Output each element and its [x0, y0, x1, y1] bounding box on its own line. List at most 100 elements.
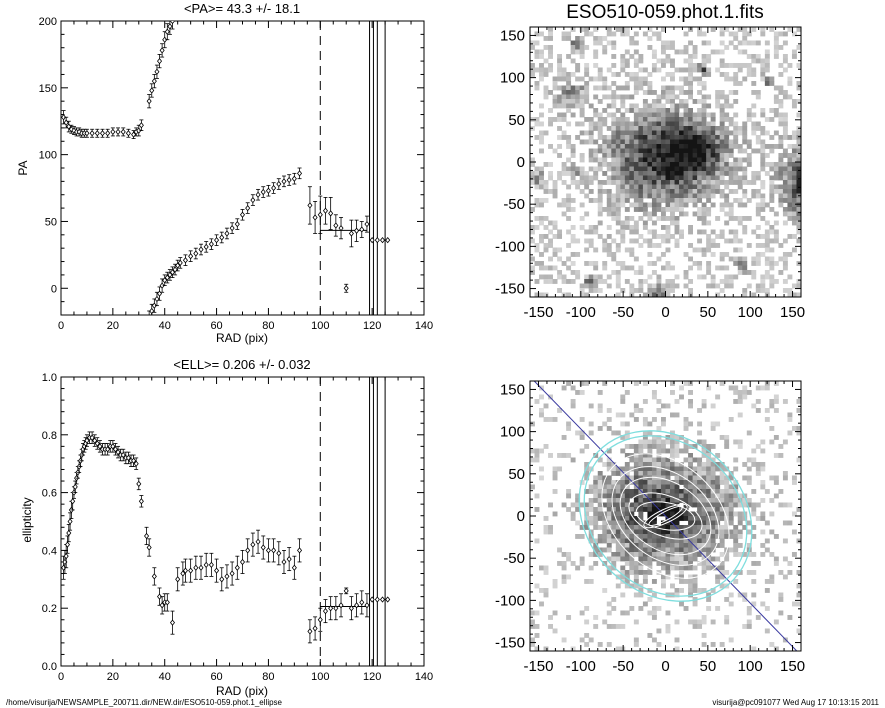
img1-pixel	[697, 126, 703, 131]
img1-pixel	[539, 130, 544, 136]
img1-pixel	[561, 112, 567, 118]
img1-pixel	[769, 229, 775, 235]
img2-pixel	[733, 538, 739, 544]
img1-pixel	[737, 27, 743, 32]
img2-pixel	[701, 552, 707, 557]
img1-pixel	[760, 279, 766, 284]
img2-cyan-ellipse	[583, 435, 748, 597]
pa-plot-title: <PA>= 43.3 +/- 18.1	[184, 1, 300, 16]
img2-pixel	[620, 610, 626, 616]
img2-pixel	[638, 471, 644, 476]
img1-pixel	[791, 99, 797, 104]
img2-pixel	[615, 466, 621, 472]
img1-pixel	[615, 162, 621, 167]
img1-pixel	[548, 108, 553, 113]
img2-pixel	[769, 552, 775, 557]
img1-pixel	[539, 180, 544, 185]
img2-pixel	[534, 633, 540, 638]
img2-pixel	[670, 511, 675, 517]
img2-pixel	[566, 489, 572, 494]
img1-pixel	[724, 117, 730, 122]
img1-pixel	[688, 175, 693, 181]
img2-pixel	[579, 381, 585, 386]
img2-pixel	[588, 579, 594, 584]
img2-pixel	[670, 448, 675, 454]
img1-pixel	[534, 180, 540, 185]
img1-pixel	[706, 270, 712, 275]
img2-pixel	[642, 399, 648, 404]
img2-pixel	[665, 480, 671, 485]
ell-data-point	[265, 547, 271, 554]
img1-pixel	[602, 139, 608, 145]
img2-pixel	[543, 403, 549, 409]
img1-pixel	[629, 40, 635, 46]
img2-y-tick-label: -100	[495, 592, 525, 609]
img2-pixel	[755, 399, 761, 404]
img1-pixel	[620, 229, 626, 235]
img1-pixel	[575, 121, 581, 127]
img2-pixel	[670, 462, 675, 467]
img1-pixel	[597, 193, 603, 199]
img1-pixel	[624, 184, 630, 190]
img1-pixel	[679, 171, 684, 176]
img1-pixel	[724, 94, 730, 100]
img1-pixel	[557, 135, 563, 140]
img1-pixel	[615, 27, 621, 32]
img1-pixel	[733, 247, 739, 253]
img1-pixel	[642, 279, 648, 284]
img2-pixel	[602, 534, 608, 539]
img2-pixel	[701, 466, 707, 472]
img1-pixel	[706, 130, 712, 136]
img1-pixel	[651, 63, 657, 68]
img2-pixel	[651, 529, 657, 535]
img1-pixel	[593, 36, 599, 41]
img2-pixel	[615, 583, 621, 589]
img2-pixel	[620, 466, 626, 472]
img1-pixel	[620, 157, 626, 163]
img1-pixel	[611, 252, 617, 257]
img1-pixel	[593, 171, 599, 176]
img2-pixel	[746, 624, 752, 629]
img1-pixel	[534, 166, 540, 172]
img2-pixel	[566, 615, 572, 620]
img2-pixel	[575, 534, 581, 539]
img1-pixel	[665, 234, 671, 239]
img2-pixel	[629, 543, 635, 548]
img1-pixel	[629, 166, 635, 172]
img2-pixel	[665, 448, 671, 454]
img1-pixel	[588, 139, 594, 145]
img1-pixel	[642, 207, 648, 212]
img1-pixel	[764, 117, 770, 122]
ell-data-point	[92, 437, 98, 444]
img1-pixel	[579, 54, 585, 59]
img2-pixel	[737, 394, 743, 400]
img1-pixel	[665, 261, 671, 266]
img1-pixel	[615, 85, 621, 91]
img2-pixel	[683, 511, 689, 517]
img2-pixel	[561, 579, 567, 584]
img1-pixel	[764, 153, 770, 158]
img1-y-tick-label: -50	[503, 196, 525, 213]
img1-pixel	[782, 153, 788, 158]
img1-pixel	[719, 90, 725, 95]
pa-data-point	[157, 57, 163, 65]
img2-pixel	[706, 493, 712, 499]
img1-pixel	[624, 27, 630, 32]
img2-pixel	[656, 399, 662, 404]
img1-pixel	[701, 99, 707, 104]
img1-pixel	[670, 40, 675, 46]
img1-pixel	[557, 117, 563, 122]
img2-pixel	[552, 417, 558, 422]
img2-pixel	[620, 394, 626, 400]
img1-pixel	[697, 108, 703, 113]
img2-pixel	[602, 588, 608, 593]
img2-pixel	[566, 507, 572, 512]
img2-pixel	[688, 453, 693, 458]
img1-pixel	[597, 40, 603, 46]
img1-pixel	[566, 94, 572, 100]
ell-data-point	[364, 602, 370, 609]
img1-pixel	[656, 126, 662, 131]
img1-pixel	[670, 216, 675, 221]
img1-pixel	[615, 139, 621, 145]
img2-pixel	[674, 561, 680, 566]
